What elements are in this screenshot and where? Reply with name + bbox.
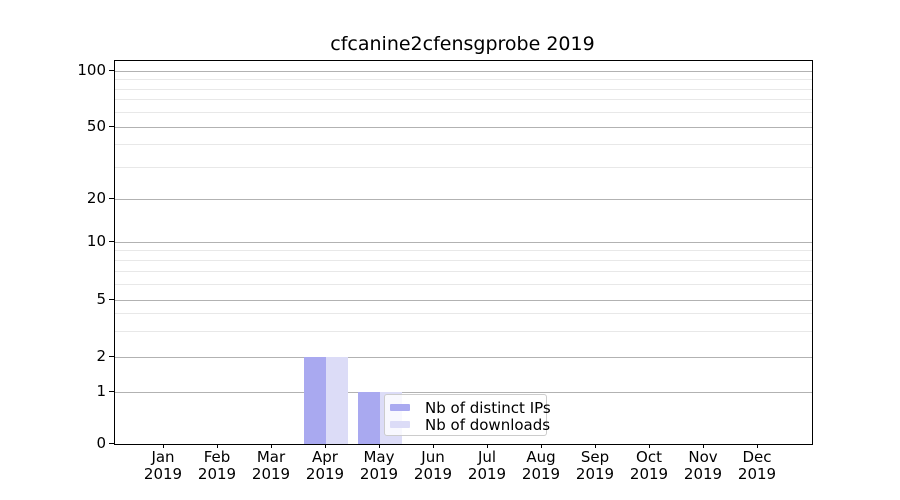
y-tick-mark — [109, 125, 114, 127]
gridline-major — [115, 391, 812, 393]
gridline-minor — [115, 250, 812, 252]
bar-nb-of-distinct-ips — [358, 392, 380, 444]
x-tick-label: Nov 2019 — [683, 448, 723, 483]
x-tick-label: Jun 2019 — [413, 448, 453, 483]
gridline-minor — [115, 144, 812, 146]
x-tick-label: Mar 2019 — [251, 448, 291, 483]
x-tick-mark — [486, 444, 488, 448]
y-tick-label: 0 — [96, 434, 106, 452]
y-tick-mark — [109, 390, 114, 392]
gridline-minor — [115, 284, 812, 286]
legend-swatch — [390, 421, 410, 428]
gridline-minor — [115, 88, 812, 90]
gridline-minor — [115, 79, 812, 80]
gridline-major — [115, 299, 812, 301]
x-tick-mark — [162, 444, 164, 448]
legend-swatch — [390, 404, 410, 411]
legend: Nb of distinct IPs Nb of downloads — [384, 394, 551, 436]
x-tick-label: Jul 2019 — [467, 448, 507, 483]
gridline-minor — [115, 313, 812, 315]
y-tick-label: 100 — [77, 61, 106, 79]
y-tick-label: 1 — [96, 382, 106, 400]
x-tick-label: May 2019 — [359, 448, 399, 483]
x-tick-label: Sep 2019 — [575, 448, 615, 483]
y-tick-mark — [109, 240, 114, 242]
legend-item: Nb of distinct IPs — [390, 399, 551, 417]
y-tick-label: 5 — [96, 290, 106, 308]
x-tick-mark — [378, 444, 380, 448]
gridline-major — [115, 356, 812, 358]
y-tick-mark — [109, 69, 114, 71]
y-tick-mark — [109, 355, 114, 357]
y-tick-label: 2 — [96, 347, 106, 365]
gridline-minor — [115, 99, 812, 101]
x-tick-label: Oct 2019 — [629, 448, 669, 483]
x-tick-mark — [216, 444, 218, 448]
x-tick-mark — [270, 444, 272, 448]
plot-area: Nb of distinct IPs Nb of downloads — [114, 60, 813, 445]
gridline-minor — [115, 111, 812, 113]
x-tick-mark — [594, 444, 596, 448]
legend-item-label: Nb of downloads — [425, 415, 551, 434]
gridline-minor — [115, 331, 812, 333]
gridline-major — [115, 198, 812, 200]
x-tick-label: Jan 2019 — [143, 448, 183, 483]
y-tick-mark — [109, 442, 114, 444]
x-tick-label: Feb 2019 — [197, 448, 237, 483]
y-tick-label: 20 — [86, 189, 106, 207]
x-tick-mark — [702, 444, 704, 448]
bar-nb-of-downloads — [326, 357, 348, 444]
y-tick-mark — [109, 197, 114, 199]
bar-nb-of-distinct-ips — [304, 357, 326, 444]
y-tick-label: 10 — [86, 232, 106, 250]
gridline-minor — [115, 271, 812, 273]
x-tick-label: Apr 2019 — [305, 448, 345, 483]
legend-item: Nb of downloads — [390, 416, 550, 434]
x-tick-mark — [648, 444, 650, 448]
x-tick-label: Dec 2019 — [737, 448, 777, 483]
x-tick-mark — [756, 444, 758, 448]
x-tick-label: Aug 2019 — [521, 448, 561, 483]
legend-item-label: Nb of distinct IPs — [425, 398, 551, 417]
x-tick-mark — [432, 444, 434, 448]
y-tick-label: 50 — [86, 117, 106, 135]
gridline-minor — [115, 166, 812, 168]
x-tick-mark — [540, 444, 542, 448]
chart-title: cfcanine2cfensgprobe 2019 — [330, 33, 595, 55]
gridline-minor — [115, 260, 812, 262]
y-tick-mark — [109, 298, 114, 300]
gridline-major — [115, 70, 812, 72]
x-tick-mark — [324, 444, 326, 448]
gridline-major — [115, 126, 812, 128]
gridline-major — [115, 241, 812, 243]
